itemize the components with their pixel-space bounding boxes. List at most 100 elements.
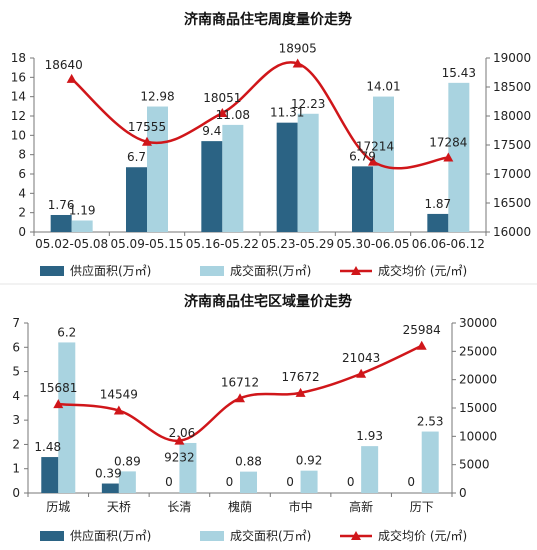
right-tick-label: 25000 — [459, 344, 497, 358]
price-value-label: 14549 — [100, 388, 138, 402]
supply-value-label: 0.39 — [95, 467, 122, 481]
left-tick-label: 0 — [12, 486, 20, 500]
supply-value-label: 6.7 — [127, 150, 146, 164]
supply-bar — [126, 167, 147, 232]
deal-value-label: 11.08 — [216, 108, 250, 122]
legend-deal-label: 成交面积(万㎡) — [230, 263, 311, 278]
deal-value-label: 6.2 — [57, 325, 76, 339]
price-marker — [53, 399, 64, 409]
right-tick-label: 16000 — [493, 225, 531, 239]
legend-deal-label: 成交面积(万㎡) — [230, 528, 311, 543]
price-value-label: 17672 — [281, 370, 319, 384]
right-tick-label: 5000 — [459, 458, 490, 472]
supply-bar — [352, 166, 373, 232]
right-tick-label: 10000 — [459, 429, 497, 443]
deal-bar — [179, 442, 197, 493]
category-label: 05.16-05.22 — [186, 237, 259, 251]
deal-bar — [373, 96, 394, 232]
legend-supply-label: 供应面积(万㎡) — [70, 528, 151, 543]
weekly-chart: 济南商品住宅周度量价走势 0 2 4 6 8 10 12 14 16 18 16000 16500 17… — [11, 11, 531, 278]
weekly-chart-price-line — [66, 58, 454, 170]
category-label: 05.30-06.05 — [336, 237, 409, 251]
left-tick-label: 6 — [18, 167, 26, 181]
deal-value-label: 2.06 — [169, 426, 196, 440]
weekly-chart-axes: 0 2 4 6 8 10 12 14 16 18 16000 16500 17000 17500 18000… — [11, 51, 531, 251]
left-tick-label: 12 — [11, 109, 26, 123]
left-tick-label: 2 — [12, 437, 20, 451]
deal-value-label: 12.98 — [140, 90, 174, 104]
category-label: 06.06-06.12 — [412, 237, 485, 251]
category-label: 天桥 — [107, 500, 131, 514]
price-marker — [113, 405, 124, 415]
deal-bar — [58, 342, 76, 493]
legend-price-marker — [351, 266, 361, 275]
legend-supply-swatch — [40, 531, 64, 541]
category-label: 高新 — [349, 499, 373, 514]
district-chart: 济南商品住宅区域量价走势 0 1 2 3 4 5 6 7 0 5000 10000 15000 2000… — [12, 293, 497, 543]
supply-value-label: 1.87 — [424, 197, 451, 211]
price-marker — [416, 340, 427, 350]
price-value-label: 21043 — [342, 351, 380, 365]
left-tick-label: 6 — [12, 340, 20, 354]
district-chart-axes: 0 1 2 3 4 5 6 7 0 5000 10000 15000 20000 25000 30000 历城… — [12, 316, 497, 514]
legend-price-label: 成交均价 (元/㎡) — [378, 263, 467, 278]
deal-bar — [71, 220, 93, 232]
deal-value-label: 14.01 — [366, 80, 400, 94]
supply-value-label: 0 — [165, 475, 173, 489]
supply-bar — [101, 483, 119, 493]
deal-bar — [240, 471, 257, 493]
price-value-label: 18905 — [279, 42, 317, 56]
supply-value-label: 0 — [226, 475, 234, 489]
price-value-label: 16712 — [221, 375, 259, 389]
legend-supply-swatch — [40, 266, 64, 276]
left-tick-label: 2 — [18, 206, 26, 220]
weekly-chart-title: 济南商品住宅周度量价走势 — [184, 11, 352, 28]
price-marker — [368, 156, 378, 166]
price-marker — [174, 435, 185, 445]
left-tick-label: 0 — [18, 225, 26, 239]
right-tick-label: 19000 — [493, 51, 531, 65]
deal-value-label: 1.19 — [69, 203, 96, 217]
right-tick-label: 16500 — [493, 196, 531, 210]
left-tick-label: 18 — [11, 51, 26, 65]
left-tick-label: 4 — [12, 389, 20, 403]
supply-bar — [50, 214, 72, 232]
legend-price-label: 成交均价 (元/㎡) — [378, 528, 467, 543]
right-tick-label: 20000 — [459, 373, 497, 387]
deal-bar — [421, 431, 439, 493]
price-value-label: 25984 — [403, 323, 441, 337]
price-value-label: 18640 — [45, 58, 83, 72]
price-marker — [443, 152, 454, 162]
price-value-label: 17214 — [356, 140, 394, 154]
category-label: 05.02-05.08 — [35, 237, 108, 251]
left-tick-label: 10 — [11, 128, 26, 142]
left-tick-label: 5 — [12, 365, 20, 379]
deal-value-label: 1.93 — [356, 429, 383, 443]
category-label: 05.09-05.15 — [110, 237, 183, 251]
supply-bar — [427, 213, 449, 232]
district-chart-price-line — [53, 340, 427, 445]
price-marker — [217, 108, 228, 118]
right-tick-label: 30000 — [459, 316, 497, 330]
left-tick-label: 8 — [18, 148, 26, 162]
price-marker — [292, 58, 303, 68]
district-chart-bars — [41, 342, 439, 493]
district-chart-data-labels: 1.486.20.390.8902.0600.8800.9201.9302.53… — [34, 323, 443, 489]
supply-value-label: 1.76 — [48, 198, 75, 212]
price-marker — [295, 387, 306, 397]
deal-value-label: 12.23 — [291, 97, 325, 111]
category-label: 历下 — [410, 500, 434, 514]
supply-value-label: 6.79 — [349, 149, 376, 163]
left-tick-label: 1 — [12, 462, 20, 476]
category-label: 05.23-05.29 — [261, 237, 334, 251]
legend-supply-label: 供应面积(万㎡) — [70, 263, 151, 278]
deal-value-label: 0.92 — [296, 454, 323, 468]
price-value-label: 17555 — [128, 120, 166, 134]
left-tick-label: 3 — [12, 413, 20, 427]
deal-value-label: 15.43 — [442, 66, 476, 80]
legend-price-marker — [351, 531, 361, 540]
deal-bar — [300, 470, 318, 493]
left-tick-label: 7 — [12, 316, 20, 330]
category-label: 长清 — [167, 500, 191, 514]
